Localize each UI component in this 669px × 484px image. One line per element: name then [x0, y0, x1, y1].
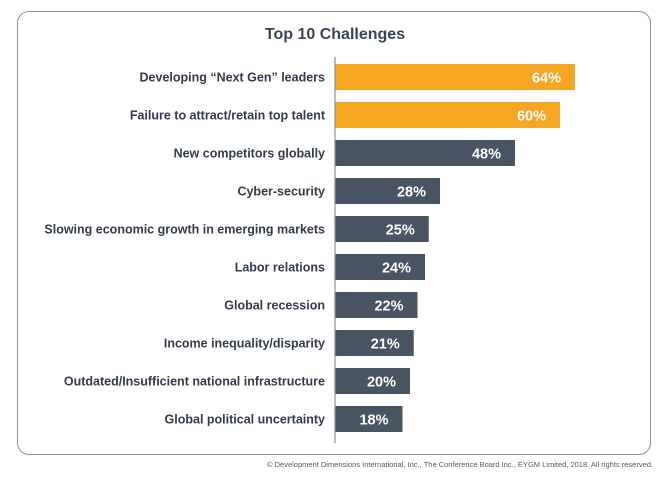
value-label: 48%	[472, 147, 501, 163]
category-label: Income inequality/disparity	[164, 337, 325, 351]
copyright-footer: © Development Dimensions International, …	[267, 460, 653, 469]
category-label: Outdated/Insufficient national infrastru…	[64, 375, 325, 389]
bar-failure-to-attract-retain-top-talent	[335, 102, 560, 128]
value-label: 18%	[359, 413, 388, 429]
value-label: 64%	[532, 71, 561, 87]
bar-developing-next-gen-leaders	[335, 64, 575, 90]
bar-outdated-insufficient-national-infrastructure	[335, 368, 410, 394]
category-label: Global political uncertainty	[165, 413, 325, 427]
value-label: 60%	[517, 109, 546, 125]
bar-global-recession	[335, 292, 418, 318]
value-label: 24%	[382, 261, 411, 277]
chart-title: Top 10 Challenges	[264, 26, 406, 43]
bar-income-inequality-disparity	[335, 330, 414, 356]
category-label: Labor relations	[235, 261, 325, 275]
category-label: Developing “Next Gen” leaders	[140, 71, 326, 85]
bar-labor-relations	[335, 254, 425, 280]
value-label: 22%	[374, 299, 403, 315]
value-label: 21%	[371, 337, 400, 353]
category-label: Global recession	[224, 299, 325, 313]
bar-slowing-economic-growth-in-emerging-markets	[335, 216, 429, 242]
value-label: 28%	[397, 185, 426, 201]
value-label: 25%	[386, 223, 415, 239]
bar-global-political-uncertainty	[335, 406, 403, 432]
bar-new-competitors-globally	[335, 140, 515, 166]
category-label: Slowing economic growth in emerging mark…	[44, 223, 325, 237]
category-label: New competitors globally	[174, 147, 325, 161]
value-label: 20%	[367, 375, 396, 391]
category-label: Failure to attract/retain top talent	[130, 109, 326, 123]
bar-cyber-security	[335, 178, 440, 204]
category-label: Cyber-security	[237, 185, 325, 199]
